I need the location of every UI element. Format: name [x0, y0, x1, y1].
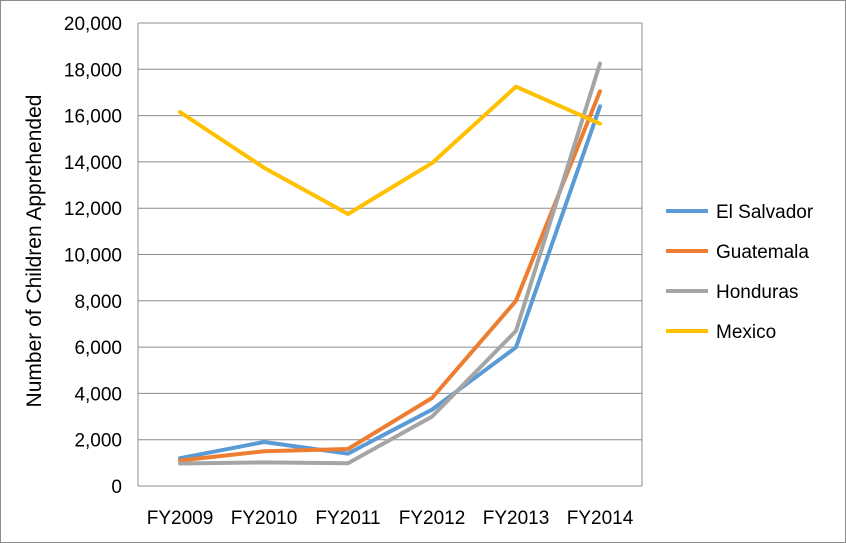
y-tick-label: 20,000 — [64, 14, 122, 35]
y-tick-label: 2,000 — [74, 431, 122, 452]
series-line-guatemala — [178, 89, 602, 463]
x-tick-label: FY2009 — [147, 508, 214, 529]
y-tick-label: 8,000 — [74, 292, 122, 313]
y-tick-label: 10,000 — [64, 246, 122, 267]
y-tick-label: 4,000 — [74, 384, 122, 405]
y-tick-label: 18,000 — [64, 60, 122, 81]
series-line-el-salvador — [178, 104, 602, 461]
x-tick-label: FY2010 — [231, 508, 298, 529]
y-tick-label: 6,000 — [74, 338, 122, 359]
legend: El Salvador Guatemala Honduras Mexico — [666, 202, 814, 343]
y-axis-title: Number of Children Apprehended — [23, 95, 46, 408]
x-tick-label: FY2014 — [567, 508, 634, 529]
legend-label-mexico: Mexico — [716, 322, 776, 343]
x-axis-tick-labels: FY2009 FY2010 FY2011 FY2012 FY2013 FY2014 — [147, 508, 634, 529]
y-tick-label: 14,000 — [64, 153, 122, 174]
x-tick-label: FY2012 — [399, 508, 466, 529]
x-tick-label: FY2011 — [315, 508, 380, 529]
series-line-honduras — [178, 61, 602, 466]
y-axis-tick-labels: 0 2,000 4,000 6,000 8,000 10,000 12,000 14,000 1… — [64, 14, 122, 498]
series-line-mexico — [178, 84, 602, 216]
y-tick-label: 16,000 — [64, 107, 122, 128]
series-lines — [178, 61, 602, 466]
gridlines — [137, 22, 643, 487]
x-tick-label: FY2013 — [483, 508, 550, 529]
y-tick-label: 12,000 — [64, 199, 122, 220]
y-tick-label: 0 — [111, 477, 122, 498]
legend-label-el-salvador: El Salvador — [716, 202, 814, 223]
legend-label-guatemala: Guatemala — [716, 242, 809, 263]
legend-label-honduras: Honduras — [716, 282, 798, 303]
